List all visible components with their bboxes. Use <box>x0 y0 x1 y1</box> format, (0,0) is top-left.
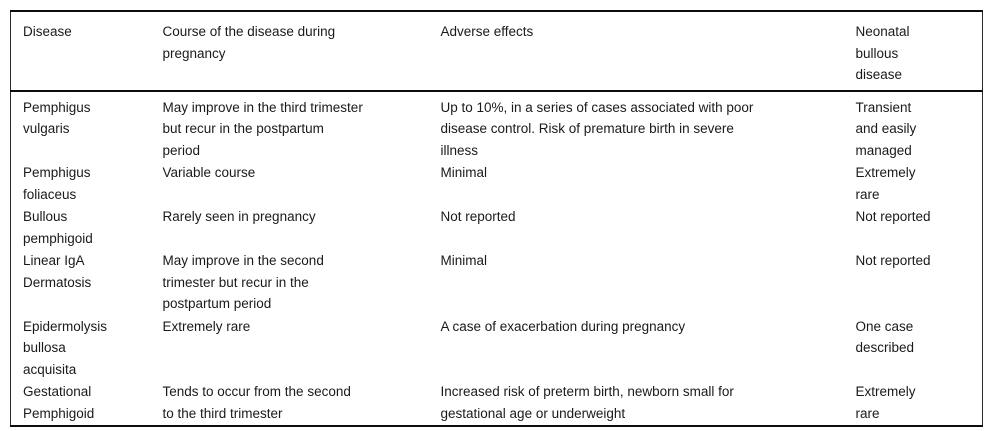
cell-neonatal: Transient and easily managed <box>855 99 917 158</box>
cell-disease: Pemphigus foliaceus <box>23 165 91 202</box>
cell-disease: Epidermolysis bullosa acquisita <box>23 318 108 377</box>
cell-neonatal: Not reported <box>855 253 931 268</box>
table-row: Bullous pemphigoid Rarely seen in pregna… <box>11 206 983 250</box>
cell-course: May improve in the second trimester but … <box>162 253 324 311</box>
cell-course: Extremely rare <box>162 318 251 334</box>
header-row: Disease Course of the disease during pre… <box>10 11 983 91</box>
cell-neonatal: Not reported <box>855 209 931 224</box>
table-row: Gestational Pemphigoid Tends to occur fr… <box>11 381 983 426</box>
cell-course: Rarely seen in pregnancy <box>162 209 316 224</box>
table-row: Epidermolysis bullosa acquisita Extremel… <box>11 316 983 382</box>
cell-adverse-effects: Minimal <box>440 253 488 268</box>
cell-neonatal: Extremely rare <box>855 165 916 202</box>
cell-adverse-effects: Increased risk of preterm birth, newborn… <box>440 384 734 421</box>
cell-adverse-effects: A case of exacerbation during pregnancy <box>440 318 686 334</box>
cell-neonatal: Extremely rare <box>855 384 916 421</box>
table-row: Pemphigus vulgaris May improve in the th… <box>11 91 983 163</box>
column-header-course: Course of the disease during pregnancy <box>162 24 336 61</box>
cell-disease: Gestational Pemphigoid <box>23 384 95 421</box>
cell-adverse-effects: Minimal <box>440 165 488 180</box>
cell-disease: Pemphigus vulgaris <box>23 99 91 137</box>
cell-neonatal: One case described <box>855 318 915 356</box>
column-header-disease: Disease <box>23 24 72 39</box>
cell-disease: Bullous pemphigoid <box>23 209 93 246</box>
cell-course: May improve in the third trimester but r… <box>162 99 363 158</box>
column-header-adverse-effects: Adverse effects <box>440 24 534 39</box>
column-header-neonatal: Neonatal bullous disease <box>855 24 910 82</box>
bullous-diseases-pregnancy-table: Disease Course of the disease during pre… <box>10 10 983 427</box>
cell-course: Variable course <box>162 165 256 180</box>
cell-disease: Linear IgA Dermatosis <box>23 253 92 290</box>
cell-adverse-effects: Not reported <box>440 209 516 224</box>
table-container: Disease Course of the disease during pre… <box>10 10 983 427</box>
table-row: Pemphigus foliaceus Variable course Mini… <box>11 162 983 206</box>
cell-course: Tends to occur from the second to the th… <box>162 384 351 421</box>
cell-adverse-effects: Up to 10%, in a series of cases associat… <box>440 99 754 158</box>
table-row: Linear IgA Dermatosis May improve in the… <box>11 250 983 316</box>
